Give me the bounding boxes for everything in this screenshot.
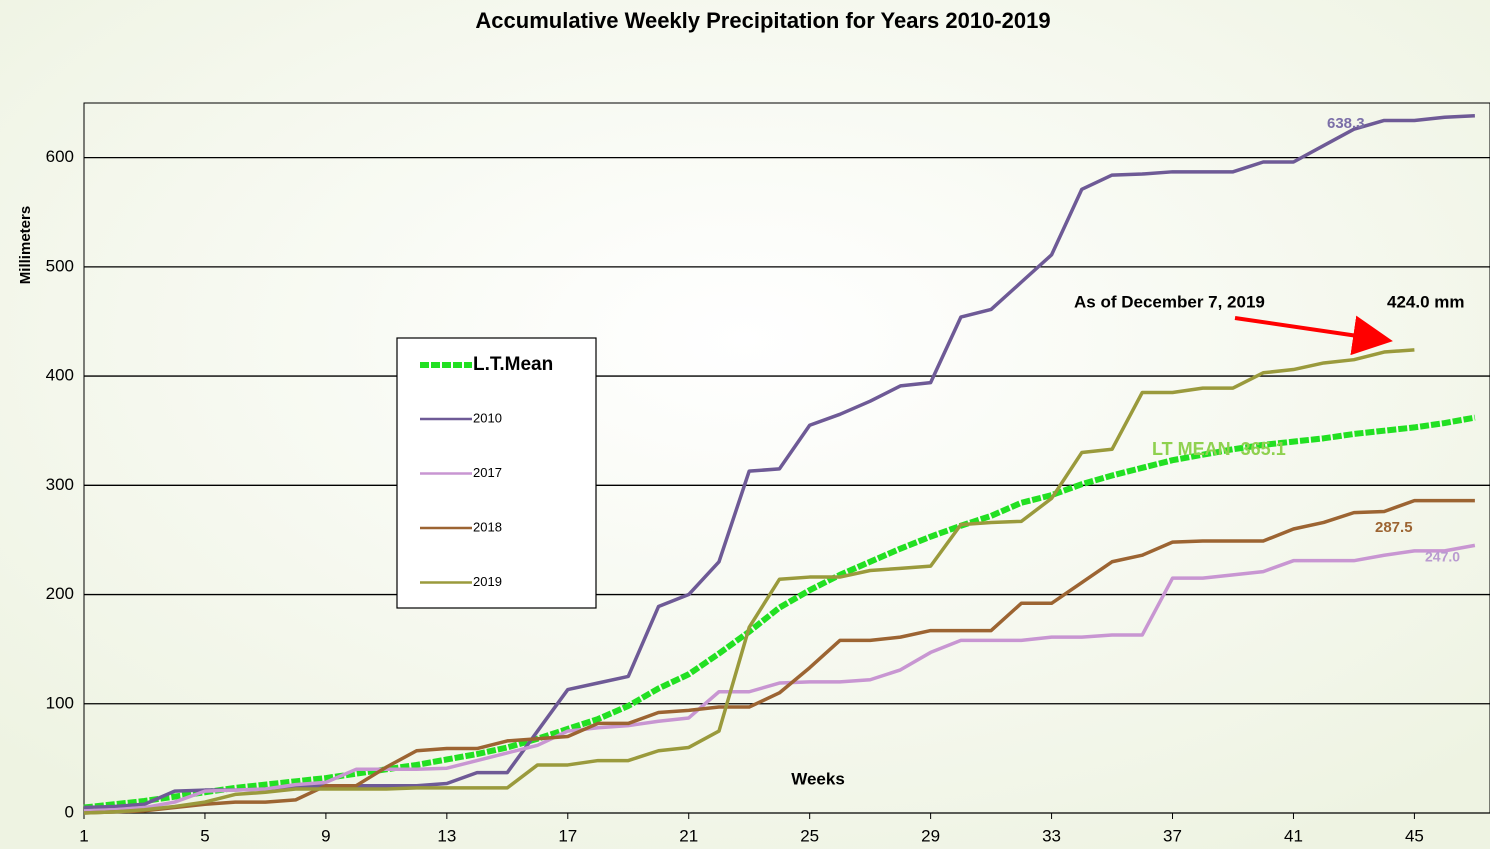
x-tick-label: 1: [79, 826, 88, 845]
x-tick-label: 37: [1163, 826, 1182, 845]
x-tick-label: 45: [1405, 826, 1424, 845]
annotation: As of December 7, 2019: [1074, 292, 1265, 311]
y-axis-label: Millimeters: [17, 206, 34, 284]
line-0: [83, 414, 1476, 811]
legend-label: 2019: [473, 574, 502, 589]
y-tick-label: 100: [46, 693, 74, 712]
annotation: 424.0 mm: [1387, 292, 1465, 311]
x-tick-label: 41: [1284, 826, 1303, 845]
x-tick-label: 9: [321, 826, 330, 845]
legend-label: 2018: [473, 519, 502, 534]
legend-label: 2010: [473, 410, 502, 425]
annotation: 287.5: [1375, 519, 1413, 536]
y-tick-label: 500: [46, 256, 74, 275]
line-2: [83, 543, 1476, 813]
annotation: 638.3: [1327, 115, 1365, 132]
y-tick-label: 600: [46, 147, 74, 166]
x-tick-label: 21: [679, 826, 698, 845]
annotation: 247.0: [1425, 549, 1460, 565]
x-axis-label: Weeks: [791, 769, 845, 788]
line-4: [83, 348, 1415, 815]
annotation: LT MEAN 365.1: [1152, 439, 1286, 459]
legend-label: 2017: [473, 465, 502, 480]
y-tick-label: 300: [46, 475, 74, 494]
x-tick-label: 33: [1042, 826, 1061, 845]
x-tick-label: 5: [200, 826, 209, 845]
chart-title: Accumulative Weekly Precipitation for Ye…: [475, 8, 1050, 33]
line-1: [83, 114, 1475, 810]
y-tick-label: 400: [46, 366, 74, 385]
arrow: [1234, 315, 1393, 356]
x-tick-label: 29: [921, 826, 940, 845]
y-tick-label: 200: [46, 584, 74, 603]
legend-label: L.T.Mean: [473, 354, 553, 375]
x-tick-label: 17: [558, 826, 577, 845]
x-tick-label: 13: [437, 826, 456, 845]
x-tick-label: 25: [800, 826, 819, 845]
y-tick-label: 0: [65, 802, 74, 821]
